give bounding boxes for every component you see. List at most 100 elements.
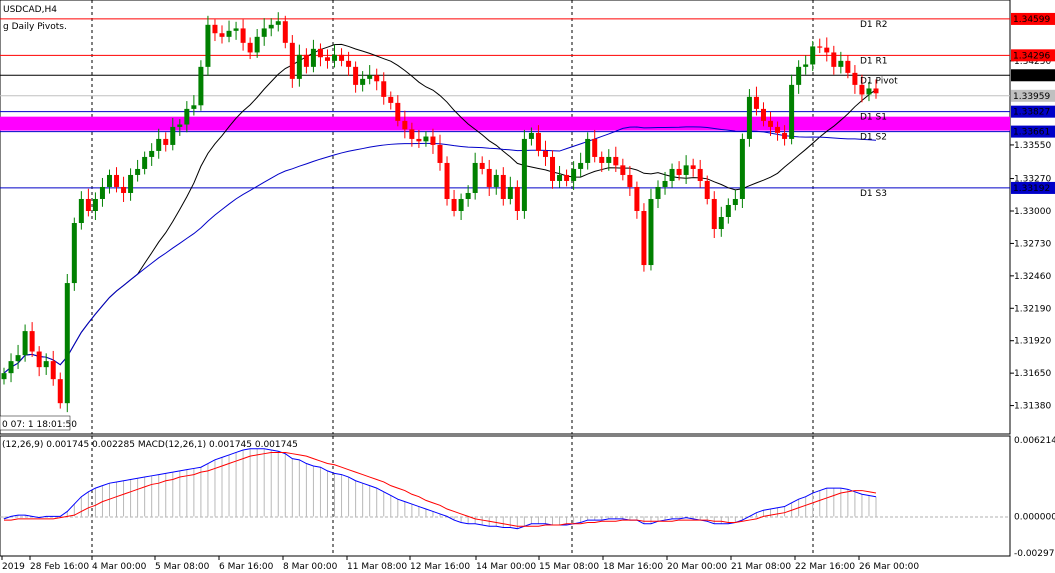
time-tick-label: 26 Mar 00:00 — [859, 562, 919, 572]
candle-body — [346, 60, 352, 67]
time-tick-label: 15 Mar 08:00 — [539, 562, 599, 572]
bid-price-tag — [1011, 89, 1055, 102]
candle-body — [212, 24, 218, 34]
candle-body — [444, 162, 450, 199]
candle-body — [156, 138, 162, 151]
candle-body — [859, 84, 865, 95]
pivot-price-tag-label: 1.33192 — [1013, 184, 1050, 194]
price-tick-label: 1.31650 — [1014, 369, 1051, 379]
candle-body — [789, 84, 795, 139]
candle-body — [796, 66, 802, 85]
macd-label: (12,26,9) 0.001745 0.002285 MACD(12,26,1… — [2, 440, 298, 450]
pivot-label: D1 S3 — [860, 189, 887, 199]
moving-averages — [3, 43, 877, 374]
time-tick-label: 14 Mar 00:00 — [476, 562, 536, 572]
candle-body — [550, 156, 556, 181]
candle-body — [416, 138, 422, 142]
macd-signal-line — [3, 448, 877, 530]
candle-body — [184, 108, 190, 125]
candle-body — [838, 60, 844, 67]
price-tick-label: 1.32730 — [1014, 239, 1051, 249]
candle-body — [564, 174, 570, 181]
candle-body — [50, 361, 56, 380]
symbol-title: USDCAD,H4 — [3, 5, 57, 15]
candle-body — [106, 174, 112, 187]
time-axis: 2019 28 Feb 16:00 4 Mar 00:00 5 Mar 08:00 6 … — [1, 556, 919, 572]
candle-body — [29, 331, 35, 352]
candle-body — [634, 186, 640, 211]
main-pane-frame — [0, 0, 1011, 435]
candle-body — [409, 129, 415, 139]
time-tick-label: 22 Mar 16:00 — [795, 562, 855, 572]
candle-body — [507, 186, 513, 199]
candle-body — [585, 138, 591, 163]
candle-body — [437, 144, 443, 163]
candle-body — [381, 81, 387, 97]
ma-fast-line — [3, 43, 877, 374]
candle-body — [114, 174, 120, 187]
time-tick-label: 21 Mar 08:00 — [731, 562, 791, 572]
pivot-label: D1 R1 — [860, 56, 888, 66]
pivot-price-tag — [1011, 181, 1055, 194]
candle-body — [226, 30, 232, 37]
candle-body — [732, 198, 738, 205]
candle-body — [824, 47, 830, 53]
candle-body — [648, 198, 654, 266]
candle-body — [71, 223, 77, 284]
day-separators — [91, 0, 814, 556]
pivot-label: D1 S2 — [860, 133, 887, 143]
candle-body — [332, 54, 338, 61]
pivot-price-tag-label: 1.34130 — [1013, 71, 1050, 81]
candle-body — [374, 75, 380, 82]
candle-body — [43, 361, 49, 368]
candle-body — [191, 105, 197, 109]
macd-tick-label: -0.002979 — [1014, 549, 1055, 559]
candle-body — [528, 132, 534, 139]
time-tick-label: 11 Mar 08:00 — [347, 562, 407, 572]
price-tick-label: 1.31380 — [1014, 402, 1051, 412]
candle-body — [296, 54, 302, 79]
time-tick-label: 20 Mar 00:00 — [667, 562, 727, 572]
candle-body — [803, 64, 809, 67]
pivot-price-tag — [1011, 69, 1055, 82]
pivot-label: D1 S1 — [860, 113, 887, 123]
candle-body — [465, 192, 471, 199]
candle-body — [205, 24, 211, 67]
candle-body — [683, 165, 689, 175]
candle-body — [15, 355, 21, 362]
candle-body — [254, 36, 260, 53]
price-tick-label: 1.33270 — [1014, 175, 1051, 185]
candle-body — [78, 198, 84, 224]
pivot-price-tag-label: 1.34599 — [1013, 15, 1050, 25]
candle-body — [310, 48, 316, 67]
candle-body — [458, 198, 464, 211]
candle-body — [711, 198, 717, 230]
candle-body — [655, 186, 661, 199]
candle-body — [479, 162, 485, 169]
candle-body — [99, 186, 105, 199]
candle-body — [261, 28, 267, 37]
macd-tick-label: 0.006214 — [1014, 436, 1055, 446]
candle-body — [514, 186, 520, 211]
time-tick-label: 28 Feb 16:00 — [30, 562, 89, 572]
candle-body — [775, 126, 781, 133]
candle-body — [402, 120, 408, 130]
candle-body — [676, 168, 682, 175]
candle-body — [873, 88, 879, 94]
candle-body — [85, 198, 91, 211]
macd-main-line — [4, 451, 877, 527]
candle-body — [535, 132, 541, 151]
candle-body — [739, 138, 745, 199]
pivot-labels: D1 R2 D1 R1 D1 Pivot D1 S1 D1 S2 D1 S3 — [860, 20, 898, 199]
pivot-price-tag — [1011, 105, 1055, 118]
candle-body — [782, 132, 788, 139]
candle-body — [135, 168, 141, 175]
candle-body — [339, 54, 345, 61]
time-tick-label: 18 Mar 16:00 — [603, 562, 663, 572]
candle-body — [22, 331, 28, 356]
candle-body — [662, 180, 668, 187]
candle-body — [170, 126, 176, 145]
candle-body — [557, 174, 563, 181]
price-tick-label: 1.32460 — [1014, 272, 1051, 282]
